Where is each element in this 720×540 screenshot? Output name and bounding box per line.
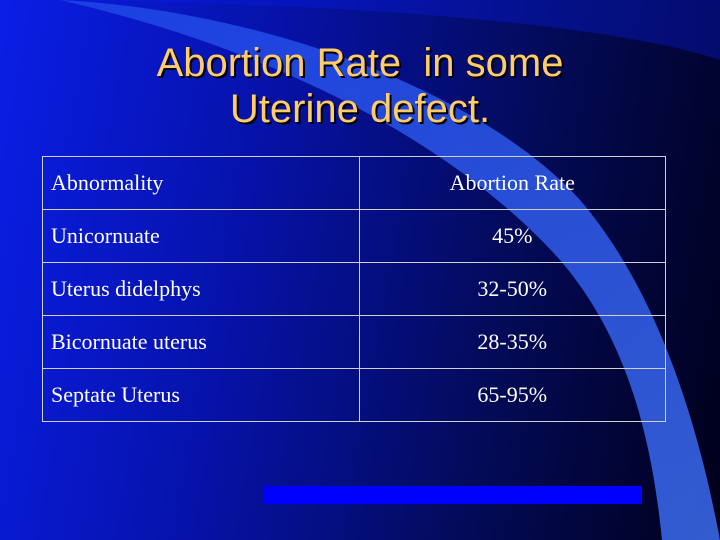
row-abnormality: Bicornuate uterus: [42, 315, 360, 369]
row-abnormality: Uterus didelphys: [42, 262, 360, 316]
row-rate: 45%: [358, 209, 666, 263]
table-header-row: Abnormality Abortion Rate: [42, 156, 666, 210]
table-row: Unicornuate 45%: [42, 209, 666, 263]
abortion-rate-table: Abnormality Abortion Rate Unicornuate 45…: [42, 156, 666, 422]
row-rate: 28-35%: [358, 315, 666, 369]
title-line-2: Uterine defect.: [229, 87, 491, 131]
row-abnormality: Septate Uterus: [42, 368, 360, 422]
header-abnormality: Abnormality: [42, 156, 360, 210]
accent-bar: [264, 486, 642, 504]
header-abortion-rate: Abortion Rate: [358, 156, 666, 210]
table-row: Uterus didelphys 32-50%: [42, 262, 666, 316]
row-rate: 32-50%: [358, 262, 666, 316]
row-rate: 65-95%: [358, 368, 666, 422]
slide-title: Abortion Rate in some Uterine defect.: [60, 40, 660, 132]
table-row: Bicornuate uterus 28-35%: [42, 315, 666, 369]
title-line-1: Abortion Rate in some: [156, 41, 564, 85]
row-abnormality: Unicornuate: [42, 209, 360, 263]
table-row: Septate Uterus 65-95%: [42, 368, 666, 422]
